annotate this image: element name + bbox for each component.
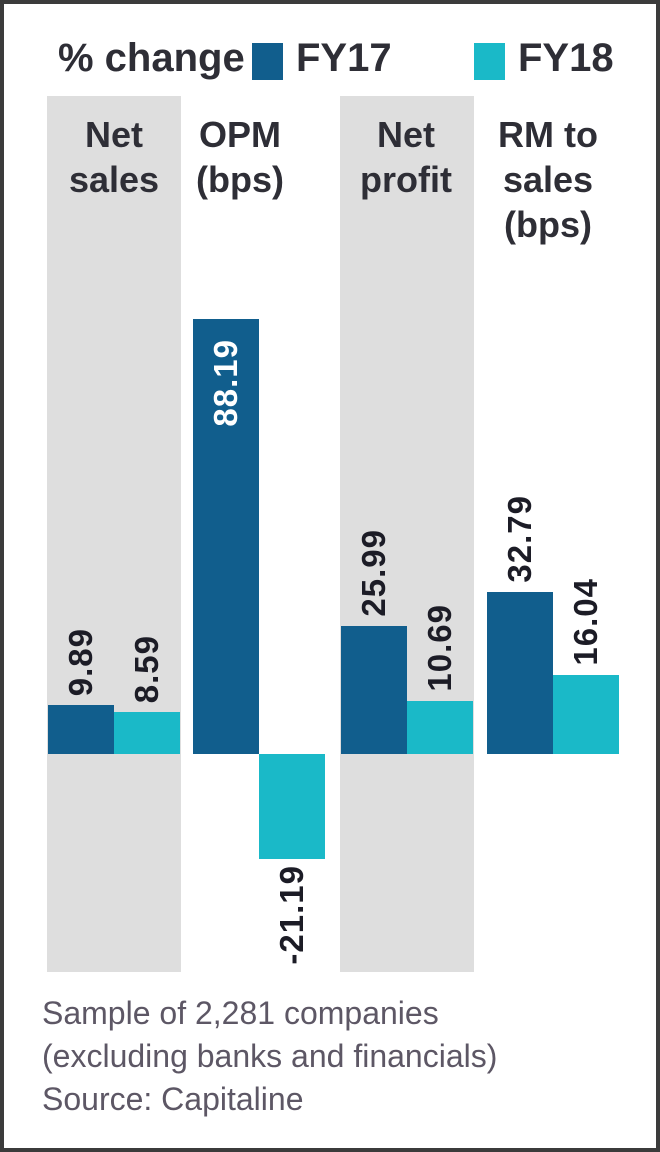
bar-fy18 [259, 754, 325, 859]
category-label-line: sales [502, 159, 594, 200]
category-background-column [340, 96, 474, 972]
bar-value-label: 25.99 [355, 529, 392, 617]
source-line: Source: Capitaline [42, 1081, 304, 1117]
category-label: RM to sales (bps) [468, 112, 628, 247]
bar-fy17 [341, 625, 407, 754]
legend-swatch-fy17 [252, 43, 283, 80]
category-label: OPM (bps) [160, 112, 320, 202]
category-label-line: Net [376, 114, 435, 155]
category-label: Net sales [34, 112, 194, 202]
chart-title: % change [58, 36, 245, 80]
legend-label-fy17: FY17 [296, 36, 392, 80]
source-note: Sample of 2,281 companies (excluding ban… [42, 992, 622, 1121]
bar-fy17 [487, 592, 553, 754]
chart-header: % change FY17 FY18 [0, 0, 660, 96]
category-label-line: profit [360, 159, 452, 200]
sample-note-line1: Sample of 2,281 companies [42, 995, 439, 1031]
category-label-line: Net [84, 114, 143, 155]
category-label-line: sales [68, 159, 160, 200]
bar-value-label: 32.79 [501, 495, 538, 583]
bar-fy18 [407, 701, 473, 754]
bar-value-label: 88.19 [207, 339, 244, 427]
category-background-column [47, 96, 181, 972]
bar-fy18 [553, 674, 619, 754]
legend-swatch-fy18 [474, 43, 505, 80]
legend-label-fy18: FY18 [518, 36, 614, 80]
category-label-line: OPM [198, 114, 281, 155]
bar-value-label: 16.04 [567, 578, 604, 666]
category-label: Net profit [326, 112, 486, 202]
bar-value-label: 10.69 [421, 604, 458, 692]
category-label-line: (bps) [196, 159, 284, 200]
bar-fy17 [193, 319, 259, 754]
bar-value-label: -21.19 [273, 865, 310, 965]
bar-fy17 [48, 705, 114, 754]
bar-value-label: 8.59 [128, 634, 165, 703]
bar-value-label: 9.89 [62, 627, 99, 696]
category-label-line: RM to [498, 114, 598, 155]
bar-fy18 [114, 711, 180, 754]
category-label-line: (bps) [504, 204, 592, 245]
sample-note-line2: (excluding banks and financials) [42, 1038, 498, 1074]
